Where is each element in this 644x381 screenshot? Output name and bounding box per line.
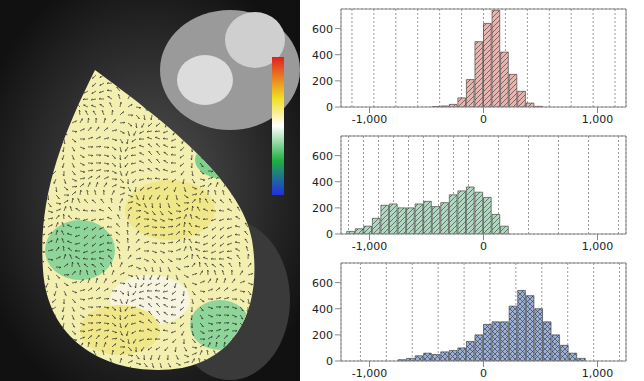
svg-text:200: 200 <box>312 329 333 342</box>
svg-text:0: 0 <box>480 113 487 126</box>
svg-text:-1,000: -1,000 <box>352 113 387 126</box>
svg-text:0: 0 <box>480 240 487 253</box>
svg-text:-1,000: -1,000 <box>352 367 387 380</box>
svg-text:600: 600 <box>312 277 333 290</box>
svg-text:600: 600 <box>312 23 333 36</box>
svg-text:0: 0 <box>326 228 333 241</box>
svg-text:200: 200 <box>312 202 333 215</box>
svg-text:0: 0 <box>326 101 333 114</box>
svg-text:400: 400 <box>312 49 333 62</box>
svg-text:600: 600 <box>312 150 333 163</box>
svg-text:0: 0 <box>326 355 333 368</box>
svg-text:400: 400 <box>312 176 333 189</box>
svg-text:1,000: 1,000 <box>582 240 614 253</box>
svg-text:0: 0 <box>480 367 487 380</box>
svg-text:400: 400 <box>312 303 333 316</box>
svg-text:1,000: 1,000 <box>582 113 614 126</box>
svg-text:-1,000: -1,000 <box>352 240 387 253</box>
svg-text:1,000: 1,000 <box>582 367 614 380</box>
svg-text:200: 200 <box>312 75 333 88</box>
